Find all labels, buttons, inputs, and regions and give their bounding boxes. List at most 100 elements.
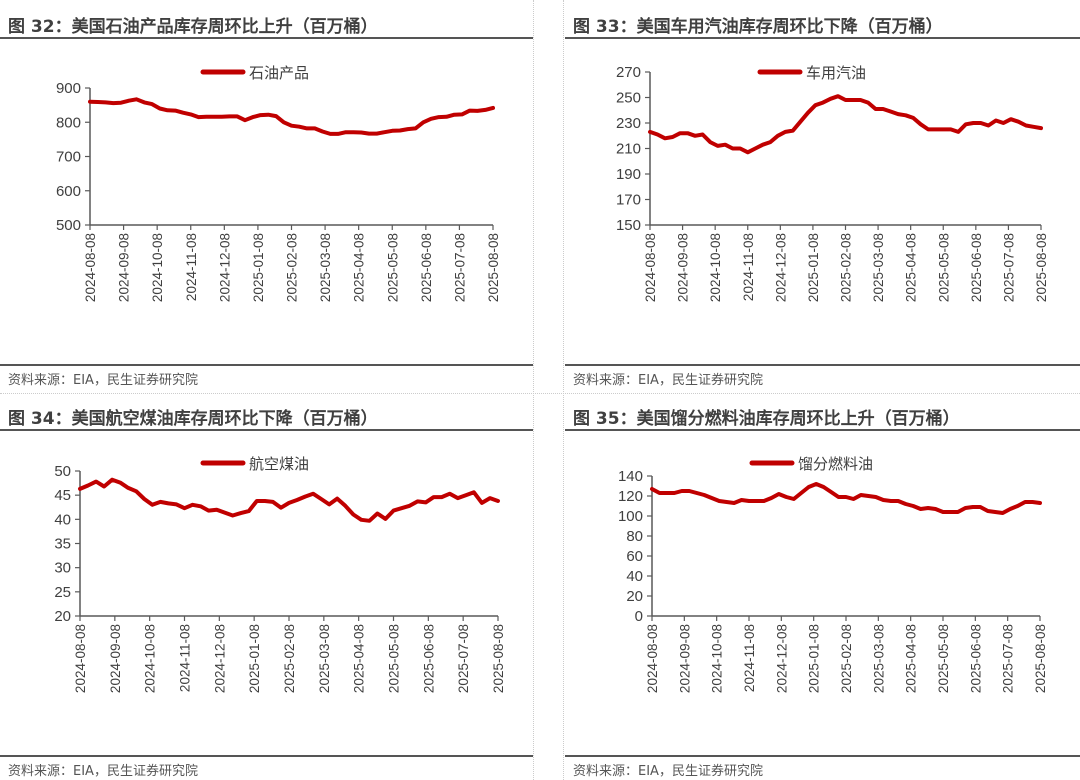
x-tick-label: 2025-01-08 [251, 233, 266, 302]
x-tick-label: 2024-10-08 [143, 624, 158, 693]
series-line [650, 482, 1042, 515]
y-tick-label: 35 [54, 536, 71, 553]
row-divider [0, 393, 1080, 394]
x-tick-label: 2025-03-08 [871, 233, 886, 302]
x-tick-label: 2024-11-08 [184, 233, 199, 301]
y-tick-label: 800 [56, 114, 81, 131]
x-tick-label: 2024-09-08 [676, 233, 691, 302]
y-tick-label: 25 [54, 584, 71, 601]
x-tick-label: 2025-03-08 [317, 624, 332, 693]
x-tick-label: 2024-12-08 [773, 233, 788, 302]
x-tick-label: 2024-09-08 [108, 624, 123, 693]
series-line [88, 97, 495, 136]
x-tick-label: 2025-04-08 [904, 233, 919, 302]
source-rule [0, 364, 533, 366]
x-tick-label: 2025-08-08 [486, 233, 501, 302]
series-line [648, 94, 1043, 155]
x-tick-label: 2025-05-08 [936, 233, 951, 302]
x-tick-label: 2025-03-08 [871, 624, 886, 693]
x-tick-label: 2025-06-08 [421, 624, 436, 693]
x-tick-label: 2025-04-08 [904, 624, 919, 693]
legend-label: 馏分燃料油 [798, 455, 873, 473]
y-tick-label: 150 [616, 217, 641, 234]
panel-divider [563, 0, 564, 780]
chart-title-32: 图 32：美国石油产品库存周环比上升（百万桶） [8, 17, 378, 37]
y-tick-label: 100 [618, 508, 643, 525]
x-tick-label: 2025-01-08 [806, 233, 821, 302]
source-rule [565, 755, 1080, 757]
y-tick-label: 40 [54, 511, 71, 528]
y-tick-label: 230 [616, 115, 641, 132]
y-tick-label: 250 [616, 90, 641, 107]
x-tick-label: 2024-11-08 [178, 624, 193, 692]
x-tick-label: 2025-03-08 [318, 233, 333, 302]
x-tick-label: 2024-08-08 [83, 233, 98, 302]
x-tick-label: 2025-01-08 [807, 624, 822, 693]
y-tick-label: 210 [616, 141, 641, 158]
x-tick-label: 2025-06-08 [969, 233, 984, 302]
x-tick-label: 2024-10-08 [708, 233, 723, 302]
x-tick-label: 2025-04-08 [352, 233, 367, 302]
title-rule [0, 429, 533, 431]
x-tick-label: 2025-08-08 [1034, 233, 1049, 302]
y-tick-label: 0 [635, 608, 643, 625]
x-tick-label: 2025-04-08 [352, 624, 367, 693]
x-tick-label: 2025-01-08 [247, 624, 262, 693]
x-tick-label: 2025-02-08 [839, 233, 854, 302]
x-tick-label: 2025-07-08 [452, 233, 467, 302]
x-tick-label: 2024-12-08 [212, 624, 227, 693]
y-tick-label: 700 [56, 149, 81, 166]
chart-source-35: 资料来源：EIA，民生证券研究院 [573, 764, 763, 779]
x-tick-label: 2025-05-08 [936, 624, 951, 693]
x-tick-label: 2024-12-08 [774, 624, 789, 693]
x-tick-label: 2025-02-08 [839, 624, 854, 693]
source-rule [565, 364, 1080, 366]
y-tick-label: 120 [618, 488, 643, 505]
y-tick-label: 500 [56, 217, 81, 234]
x-tick-label: 2024-11-08 [741, 233, 756, 301]
chart-source-33: 资料来源：EIA，民生证券研究院 [573, 373, 763, 388]
y-tick-label: 20 [626, 588, 643, 605]
chart-title-35: 图 35：美国馏分燃料油库存周环比上升（百万桶） [573, 409, 960, 429]
x-tick-label: 2025-07-08 [1001, 624, 1016, 693]
y-tick-label: 30 [54, 560, 71, 577]
x-tick-label: 2025-06-08 [968, 624, 983, 693]
chart-source-32: 资料来源：EIA，民生证券研究院 [8, 373, 198, 388]
x-tick-label: 2025-06-08 [419, 233, 434, 302]
y-tick-label: 170 [616, 192, 641, 209]
x-tick-label: 2025-08-08 [491, 624, 506, 693]
x-tick-label: 2024-09-08 [117, 233, 132, 302]
x-tick-label: 2025-07-08 [456, 624, 471, 693]
x-tick-label: 2024-10-08 [150, 233, 165, 302]
y-tick-label: 80 [626, 528, 643, 545]
x-tick-label: 2025-05-08 [385, 233, 400, 302]
y-tick-label: 270 [616, 64, 641, 81]
x-tick-label: 2025-02-08 [282, 624, 297, 693]
series-line [78, 477, 500, 523]
panel-divider [533, 0, 534, 780]
y-tick-label: 140 [618, 468, 643, 485]
y-tick-label: 60 [626, 548, 643, 565]
title-rule [0, 37, 533, 39]
x-tick-label: 2024-09-08 [677, 624, 692, 693]
x-tick-label: 2025-07-08 [1001, 233, 1016, 302]
x-tick-label: 2024-11-08 [742, 624, 757, 692]
legend-label: 车用汽油 [806, 64, 866, 82]
x-tick-label: 2024-12-08 [217, 233, 232, 302]
chart-source-34: 资料来源：EIA，民生证券研究院 [8, 764, 198, 779]
x-tick-label: 2024-10-08 [710, 624, 725, 693]
legend-label: 航空煤油 [249, 455, 309, 473]
chart-title-34: 图 34：美国航空煤油库存周环比下降（百万桶） [8, 409, 378, 429]
x-tick-label: 2024-08-08 [73, 624, 88, 693]
x-tick-label: 2024-08-08 [645, 624, 660, 693]
title-rule [565, 37, 1080, 39]
x-tick-label: 2025-02-08 [285, 233, 300, 302]
y-tick-label: 900 [56, 80, 81, 97]
y-tick-label: 20 [54, 608, 71, 625]
chart-title-33: 图 33：美国车用汽油库存周环比下降（百万桶） [573, 17, 943, 37]
title-rule [565, 429, 1080, 431]
y-tick-label: 600 [56, 183, 81, 200]
y-tick-label: 40 [626, 568, 643, 585]
source-rule [0, 755, 533, 757]
